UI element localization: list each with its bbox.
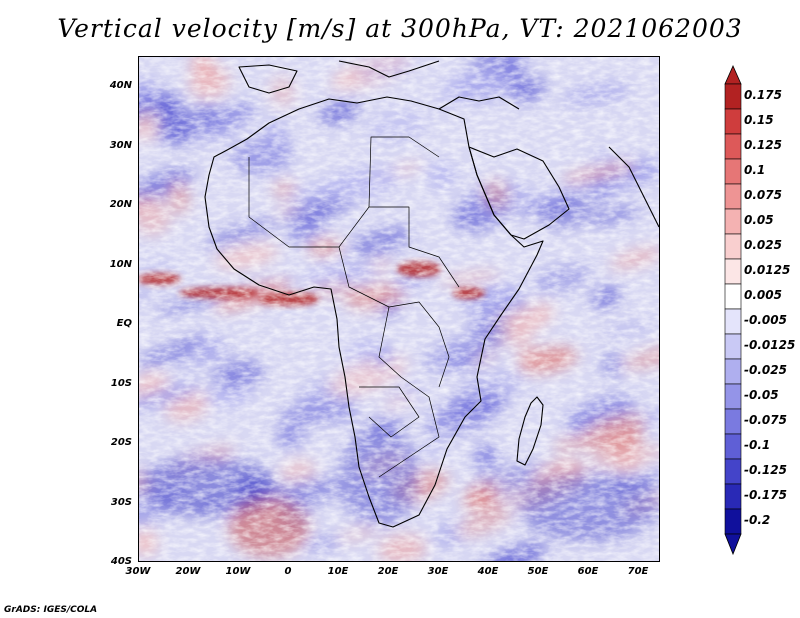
vertical-velocity-field: [139, 57, 659, 561]
lon-label: 40E: [477, 566, 499, 577]
coastlines: [204, 60, 659, 528]
colorbar-segment: [724, 333, 742, 360]
colorbar-segment: [724, 108, 742, 135]
lon-label: 30W: [125, 566, 151, 577]
map-title: Vertical velocity [m/s] at 300hPa, VT: 2…: [57, 14, 743, 43]
colorbar-segment: [724, 258, 742, 285]
colorbar-label: 0.025: [744, 237, 782, 252]
colorbar-label: 0.005: [744, 287, 782, 302]
colorbar: [724, 65, 742, 556]
colorbar-segment: [724, 283, 742, 310]
lat-label: 10S: [110, 377, 132, 389]
colorbar-segment: [724, 233, 742, 260]
colorbar-label: -0.005: [744, 312, 787, 327]
lon-label: 60E: [577, 566, 599, 577]
map-panel: [138, 56, 660, 562]
lon-label: 20W: [175, 566, 201, 577]
colorbar-bottom-arrow: [724, 533, 742, 556]
colorbar-label: -0.1: [744, 437, 771, 452]
grads-credit: GrADS: IGES/COLA: [4, 605, 98, 615]
colorbar-segment: [724, 433, 742, 460]
colorbar-label: -0.0125: [744, 337, 796, 352]
lon-label: 10W: [225, 566, 251, 577]
colorbar-label: 0.05: [744, 212, 774, 227]
colorbar-label: 0.075: [744, 187, 782, 202]
colorbar-label: -0.125: [744, 462, 787, 477]
colorbar-label: 0.0125: [744, 262, 791, 277]
colorbar-segment: [724, 308, 742, 335]
colorbar-segment: [724, 483, 742, 510]
lat-label: 10N: [109, 258, 132, 270]
colorbar-label: -0.075: [744, 412, 787, 427]
lon-label: 10E: [327, 566, 349, 577]
colorbar-label: -0.05: [744, 387, 779, 402]
colorbar-label: 0.175: [744, 87, 782, 102]
colorbar-label: -0.175: [744, 487, 787, 502]
colorbar-segment: [724, 133, 742, 160]
colorbar-segment: [724, 208, 742, 235]
lat-label: 20S: [110, 437, 132, 448]
lat-label: 20N: [109, 199, 132, 210]
colorbar-top-arrow: [724, 65, 742, 85]
colorbar-segment: [724, 158, 742, 185]
colorbar-label: 0.125: [744, 137, 782, 152]
lat-label: EQ: [116, 318, 132, 329]
lon-label: 0: [284, 566, 292, 577]
colorbar-label: 0.15: [744, 112, 774, 127]
lat-label: 40S: [110, 556, 132, 567]
lon-label: 70E: [627, 566, 649, 577]
colorbar-label: 0.1: [744, 162, 766, 177]
lon-label: 20E: [377, 566, 399, 577]
colorbar-segment: [724, 358, 742, 385]
lon-label: 30E: [427, 566, 449, 577]
colorbar-segment: [724, 83, 742, 110]
lat-label: 40N: [109, 80, 132, 91]
colorbar-label: -0.025: [744, 362, 787, 377]
colorbar-segment: [724, 458, 742, 485]
colorbar-segment: [724, 508, 742, 535]
colorbar-label: -0.2: [744, 512, 771, 527]
lon-label: 50E: [527, 566, 549, 577]
streak-texture: [139, 57, 659, 561]
lat-label: 30N: [109, 139, 132, 151]
lat-label: 30S: [110, 496, 132, 508]
colorbar-segment: [724, 183, 742, 210]
colorbar-segment: [724, 383, 742, 410]
colorbar-segment: [724, 408, 742, 435]
